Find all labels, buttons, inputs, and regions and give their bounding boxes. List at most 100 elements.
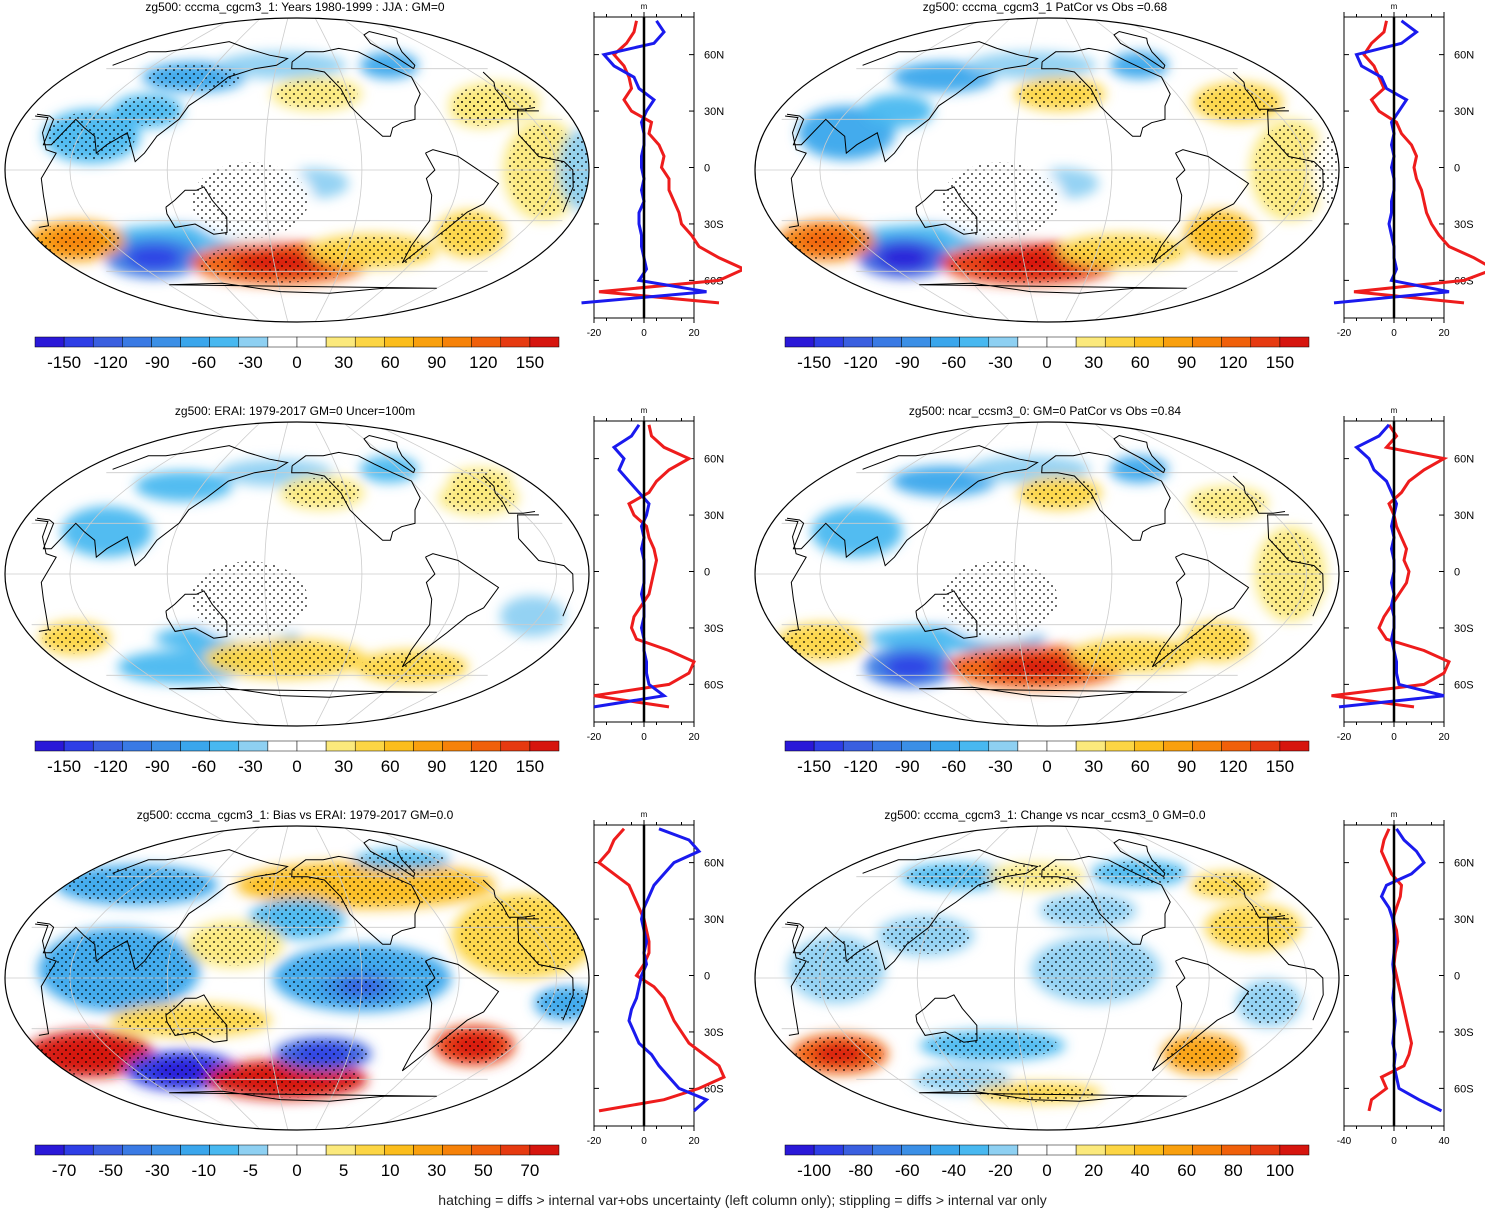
- stippling: [795, 1035, 884, 1073]
- colorbar-swatch: [1134, 1144, 1164, 1156]
- longitude-line: [1014, 422, 1039, 726]
- longitude-line: [916, 422, 1012, 726]
- coastline: [786, 41, 1286, 163]
- stippling: [248, 863, 483, 907]
- colorbar-swatch: [325, 740, 356, 752]
- longitude-line: [69, 826, 234, 1130]
- colorbar-swatch: [325, 336, 356, 348]
- coastline: [1151, 149, 1250, 264]
- colorbar-swatch: [151, 336, 181, 348]
- colorbar-swatch: [813, 1144, 844, 1156]
- profile-line-red: [593, 424, 696, 709]
- stippling: [979, 1083, 1097, 1102]
- colorbar-swatch: [238, 1144, 269, 1156]
- colorbar-swatch: [296, 336, 327, 348]
- profile-line-blue: [1333, 19, 1450, 305]
- stippling: [1037, 939, 1154, 1000]
- colorbar-tick-label: -150: [47, 353, 81, 372]
- colorbar-swatch: [930, 1144, 960, 1156]
- colorbar-tick-label: 150: [1266, 757, 1294, 776]
- map-border: [754, 17, 1340, 323]
- profile-lat-label: 60S: [704, 679, 724, 691]
- stippling: [782, 222, 871, 260]
- colorbar-swatch: [92, 1144, 123, 1156]
- colorbar-swatch: [1221, 336, 1252, 348]
- colorbar-swatch: [529, 336, 560, 348]
- colorbar-swatch: [296, 740, 327, 752]
- longitude-line: [1064, 18, 1113, 322]
- coastline: [401, 553, 500, 668]
- stippling: [1044, 895, 1132, 926]
- profile-lat-label: 0: [704, 971, 710, 983]
- colorbar-swatch: [1017, 1144, 1048, 1156]
- colorbar-swatch: [1192, 336, 1222, 348]
- map-area: [5, 422, 589, 726]
- profile-line-red: [1331, 423, 1451, 709]
- colorbar-tick-label: 90: [1177, 757, 1196, 776]
- colorbar-tick-label: 150: [1266, 353, 1294, 372]
- longitude-line: [1119, 422, 1308, 726]
- colorbar-tick-label: 30: [1084, 353, 1103, 372]
- colorbar-swatch: [384, 336, 414, 348]
- longitude-line: [1064, 826, 1113, 1130]
- coastline: [35, 918, 574, 1036]
- colorbar-swatch: [442, 740, 472, 752]
- profile-lat-label: 30S: [1454, 1027, 1474, 1039]
- colorbar-swatch: [151, 1144, 181, 1156]
- colorbar-swatch: [209, 1144, 240, 1156]
- panel-svg: -150 -120 -90 -60 -30 0 30 60 90 120 150 -20 0 20 m 60N…: [4, 406, 724, 776]
- colorbar-tick-label: 20: [1084, 1161, 1103, 1180]
- profile-x-tick-label: 0: [1391, 328, 1397, 339]
- coastline: [915, 186, 978, 235]
- colorbar-swatch: [1250, 336, 1281, 348]
- colorbar-tick-label: 60: [1131, 757, 1150, 776]
- coastlines: [35, 30, 574, 294]
- colorbar-swatch: [122, 1144, 152, 1156]
- colorbar-swatch: [413, 740, 443, 752]
- colorbar-swatch: [413, 1144, 443, 1156]
- profile-lat-label: 30S: [1454, 623, 1474, 635]
- colorbar-swatch: [413, 336, 443, 348]
- colorbar-swatch: [384, 740, 414, 752]
- panel-title: zg500: cccma_cgcm3_1: Change vs ncar_ccs…: [884, 808, 1206, 822]
- colorbar-tick-label: -100: [797, 1161, 831, 1180]
- colorbar-tick-label: -10: [192, 1161, 217, 1180]
- colorbar-swatch: [1192, 1144, 1222, 1156]
- colorbar-tick-label: -30: [988, 757, 1013, 776]
- colorbar-swatch: [1279, 336, 1310, 348]
- stippling: [191, 162, 309, 239]
- colorbar-tick-label: 50: [474, 1161, 493, 1180]
- graticule: [5, 826, 589, 1130]
- colorbar-swatch: [63, 740, 94, 752]
- colorbar-swatch: [959, 1144, 990, 1156]
- colorbar-tick-label: -30: [238, 757, 263, 776]
- coastline: [785, 514, 1324, 632]
- panel-4: zg500: cccma_cgcm3_1: Bias vs ERAI: 1979…: [0, 808, 742, 1188]
- stippling: [1095, 861, 1183, 886]
- stippling: [1166, 1035, 1240, 1073]
- coastline: [1041, 47, 1171, 137]
- profile-x-tick-label: -20: [1337, 328, 1352, 339]
- coastline: [1113, 434, 1166, 474]
- colorbar-tick-label: -150: [47, 757, 81, 776]
- anomaly-blob: [966, 455, 1091, 483]
- profile-x-tick-label: 0: [1391, 732, 1397, 743]
- colorbar-swatch: [1017, 336, 1048, 348]
- profile-lat-label: 60S: [1454, 679, 1474, 691]
- colorbar-tick-label: -150: [797, 757, 831, 776]
- profile-x-tick-label: -40: [1337, 1136, 1352, 1147]
- colorbar-tick-label: 0: [292, 757, 301, 776]
- profile-unit-label: m: [1391, 810, 1398, 819]
- profile-lat-label: 60N: [704, 858, 724, 870]
- stippling: [438, 212, 503, 256]
- longitude-line: [314, 422, 363, 726]
- colorbar-swatch: [529, 1144, 560, 1156]
- colorbar-swatch: [901, 1144, 931, 1156]
- coastline: [786, 849, 1286, 971]
- colorbar-swatch: [238, 336, 269, 348]
- stippling: [191, 561, 308, 638]
- longitude-line: [369, 826, 558, 1130]
- longitude-line: [819, 826, 984, 1130]
- profile-unit-label: m: [641, 810, 648, 819]
- colorbar: -150 -120 -90 -60 -30 0 30 60 90 120 150: [34, 740, 560, 776]
